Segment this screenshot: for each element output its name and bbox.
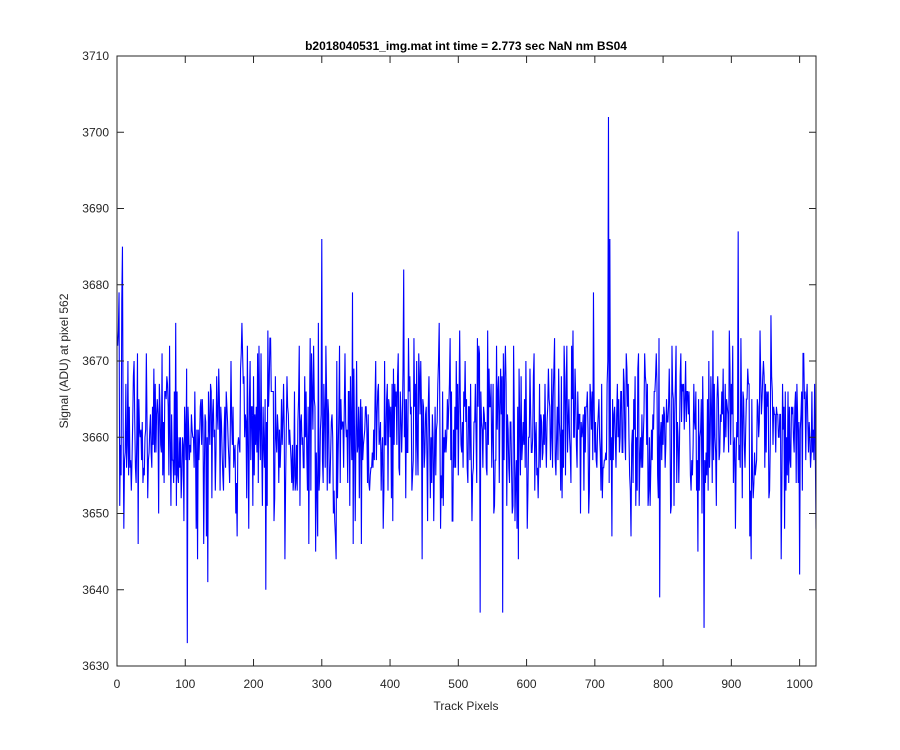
- y-axis-label: Signal (ADU) at pixel 562: [57, 293, 71, 428]
- y-tick-label: 3630: [82, 659, 109, 673]
- x-tick-label: 300: [312, 677, 332, 691]
- x-tick-label: 100: [175, 677, 195, 691]
- x-tick-label: 500: [448, 677, 468, 691]
- x-axis-label: Track Pixels: [434, 699, 499, 713]
- y-tick-label: 3650: [82, 507, 109, 521]
- x-tick-label: 800: [653, 677, 673, 691]
- y-tick-label: 3680: [82, 278, 109, 292]
- x-tick-label: 200: [244, 677, 264, 691]
- y-tick-label: 3710: [82, 49, 109, 63]
- x-tick-label: 400: [380, 677, 400, 691]
- x-tick-label: 0: [114, 677, 121, 691]
- axes-box: [116, 55, 817, 667]
- y-tick-label: 3640: [82, 583, 109, 597]
- y-tick-label: 3660: [82, 430, 109, 444]
- x-tick-label: 900: [721, 677, 741, 691]
- x-tick-label: 700: [585, 677, 605, 691]
- y-tick-label: 3670: [82, 354, 109, 368]
- y-tick-label: 3690: [82, 202, 109, 216]
- x-tick-label: 600: [517, 677, 537, 691]
- y-tick-label: 3700: [82, 125, 109, 139]
- signal-series-line: [117, 116, 816, 644]
- x-tick-label: 1000: [786, 677, 813, 691]
- chart-title: b2018040531_img.mat int time = 2.773 sec…: [305, 39, 627, 53]
- plot-area: 0 100 200 300 400 500 600 700 800 900 1000 3630 3640…: [82, 49, 817, 691]
